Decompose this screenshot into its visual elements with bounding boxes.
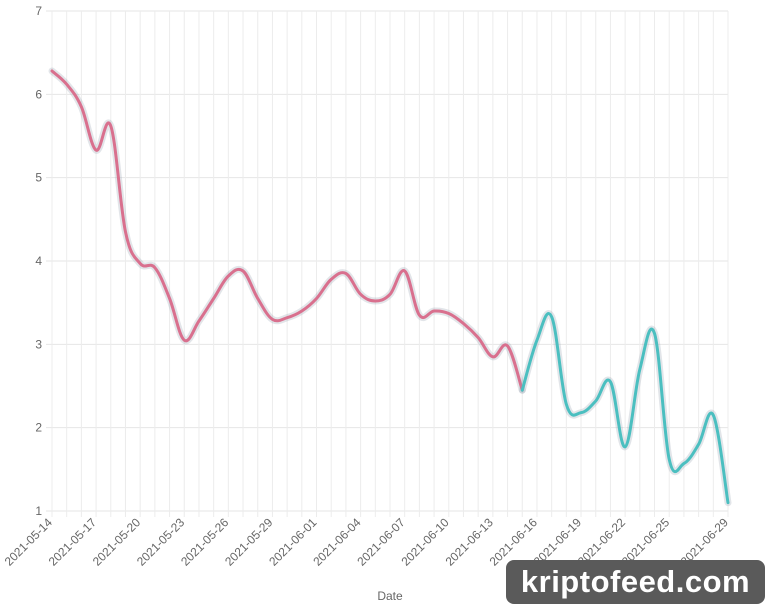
watermark-badge: kriptofeed.com [506,560,765,604]
y-tick-label: 2 [35,421,42,435]
y-axis-ticks: 1 2 3 4 5 6 7 [35,4,42,518]
grid-lines [46,10,729,517]
y-tick-label: 6 [35,87,42,101]
series-2-line [520,312,730,505]
series-1-line [50,69,524,392]
y-tick-label: 5 [35,171,42,185]
watermark-text: kriptofeed.com [520,564,751,599]
y-tick-label: 1 [35,504,42,518]
x-axis-title: Date [377,589,403,603]
y-tick-label: 4 [35,254,42,268]
y-tick-label: 3 [35,337,42,351]
series-lines [48,67,732,507]
y-tick-label: 7 [35,4,42,18]
